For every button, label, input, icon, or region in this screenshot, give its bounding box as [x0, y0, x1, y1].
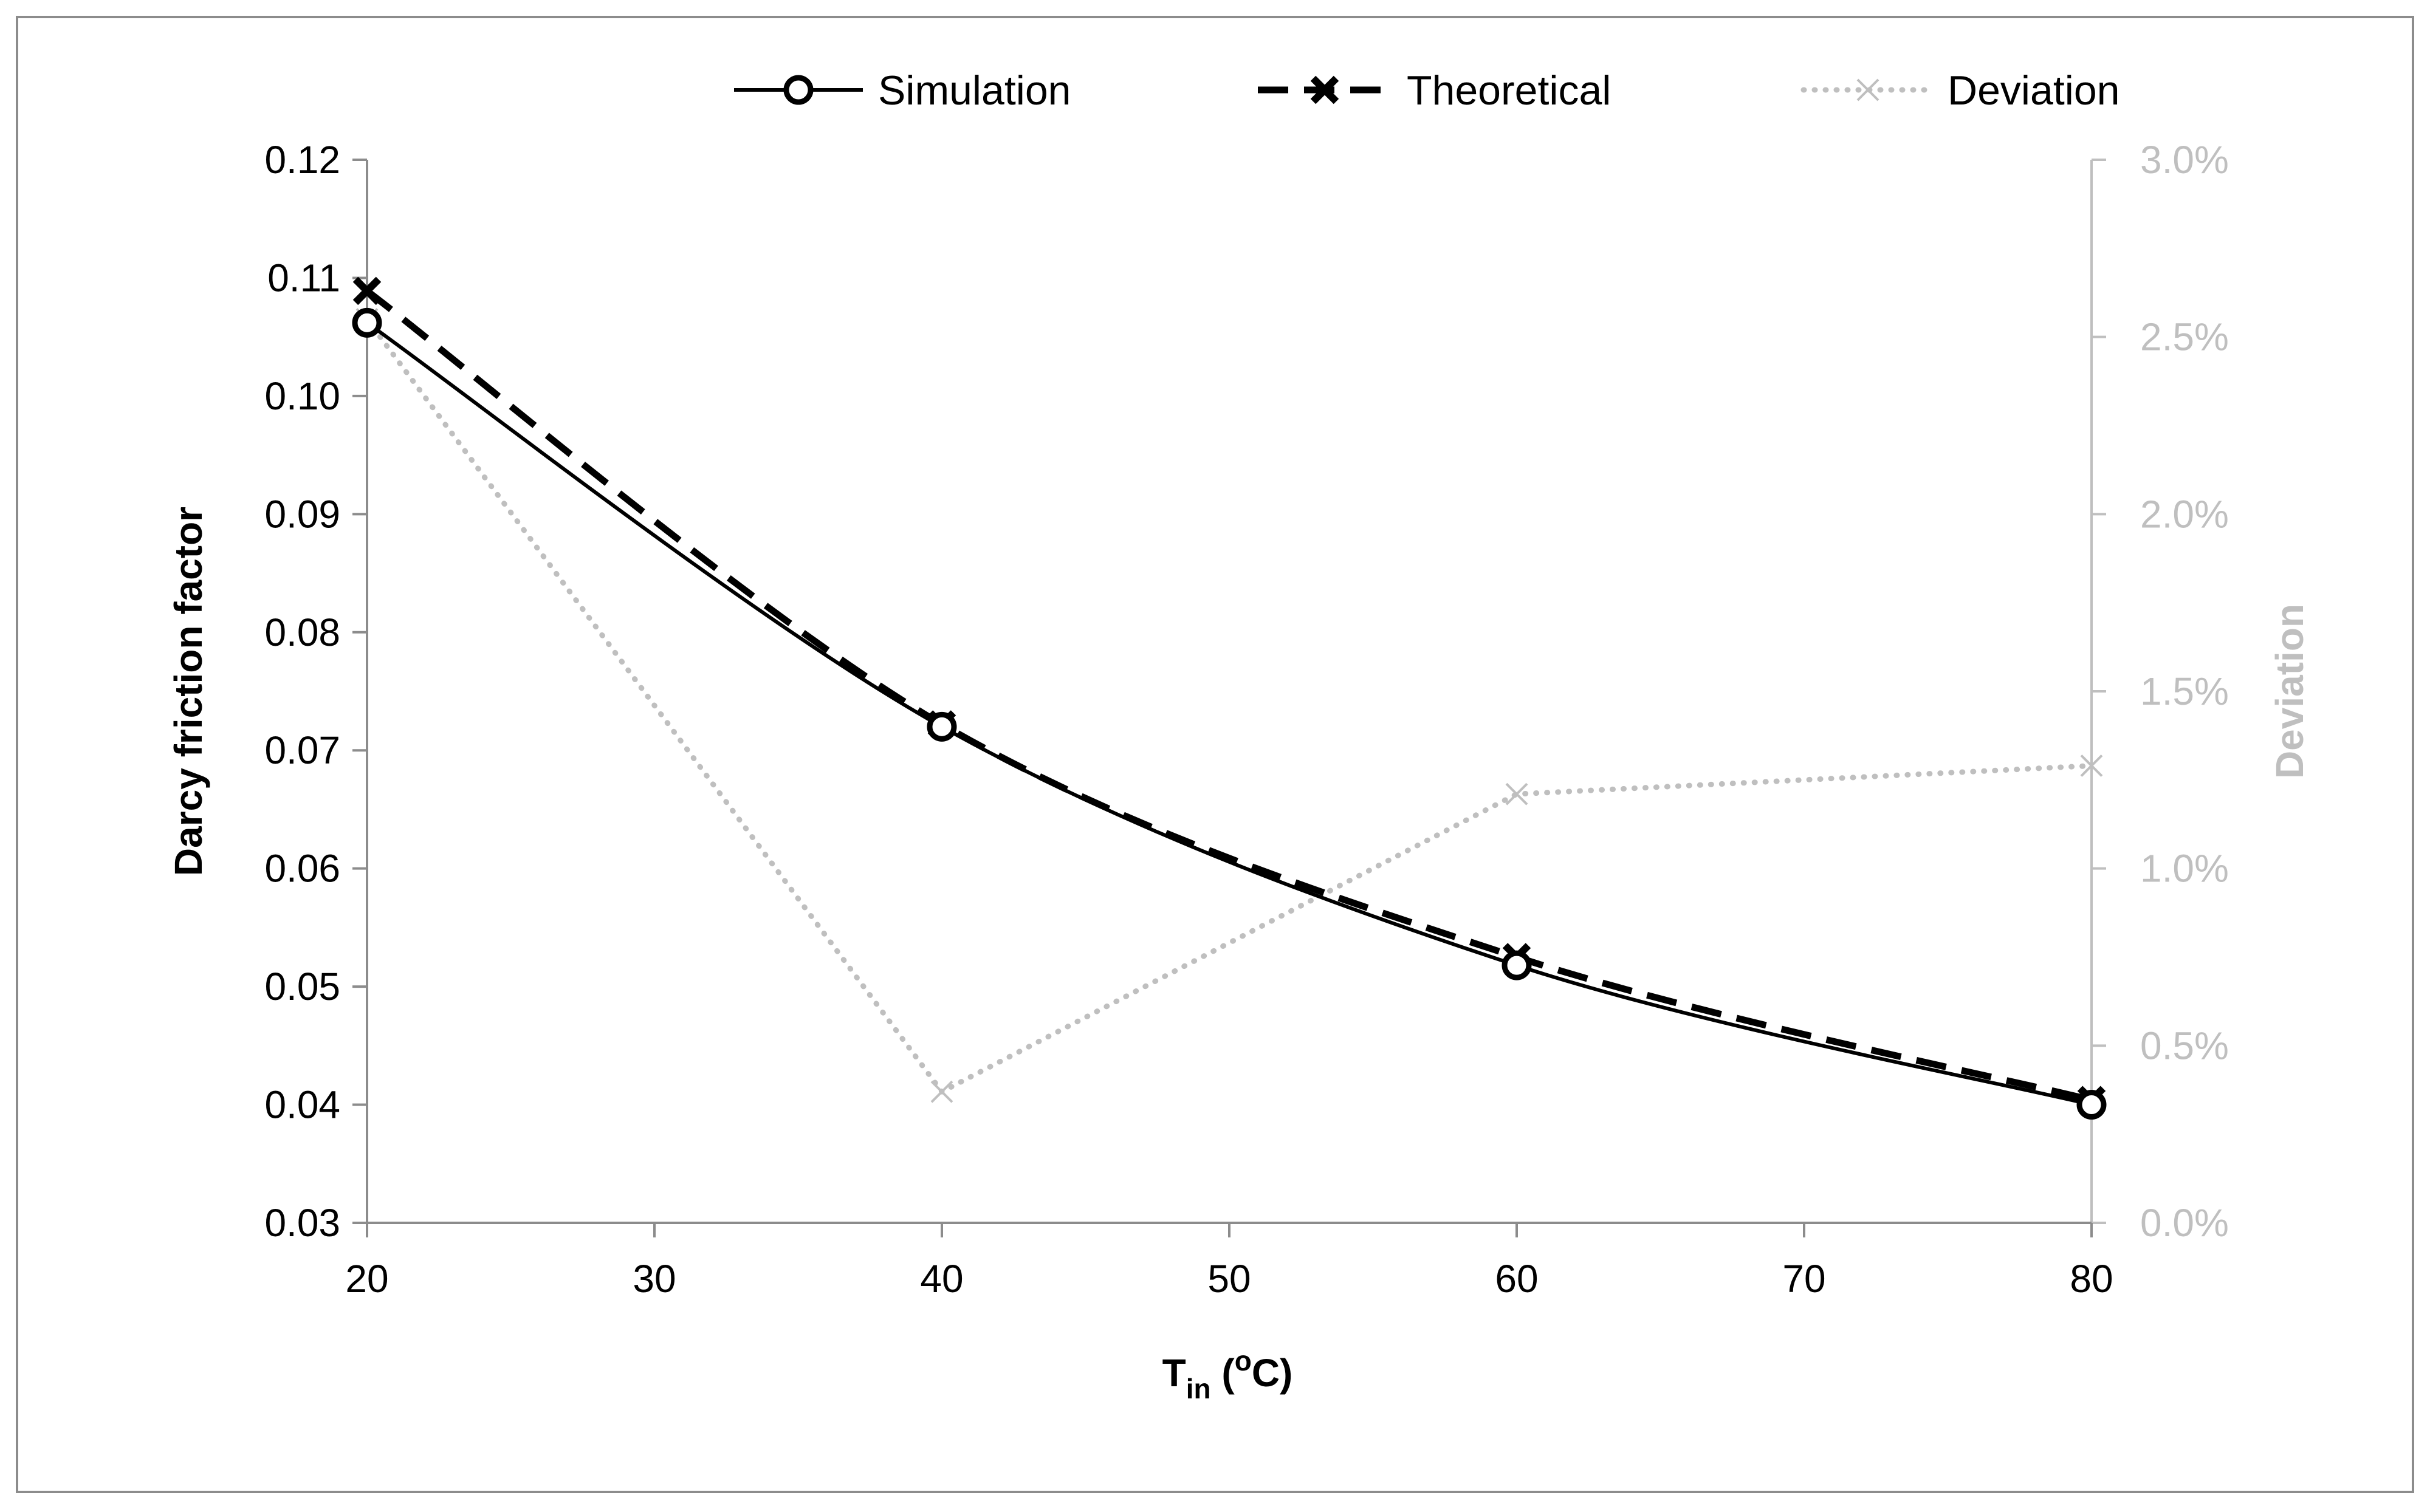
x-tick-label: 70 — [1782, 1257, 1825, 1301]
legend-swatch-marker-deviation — [1856, 78, 1879, 101]
y-tick-label: 0.04 — [264, 1083, 340, 1127]
y2-tick-label: 2.5% — [2140, 315, 2229, 359]
series-line-deviation — [364, 316, 2095, 1095]
y2-tick-label: 3.0% — [2140, 138, 2229, 182]
data-point-theoretical-0-stroke-b — [352, 276, 382, 306]
data-point-deviation-1 — [930, 1080, 953, 1103]
legend-item-simulation: Simulation — [734, 67, 1071, 114]
y-tick-label: 0.03 — [264, 1201, 340, 1245]
x-tick-label: 60 — [1495, 1257, 1538, 1301]
legend-label-simulation: Simulation — [878, 67, 1071, 114]
data-point-deviation-3 — [2080, 754, 2103, 777]
y-tick-label: 0.12 — [264, 138, 340, 182]
legend-swatch-marker-deviation-stroke-b — [1856, 78, 1879, 101]
x-axis-title: Tin (oC) — [1162, 1345, 1293, 1404]
data-point-deviation-3-stroke-b — [2080, 754, 2103, 777]
y2-tick-label: 0.5% — [2140, 1024, 2229, 1067]
x-axis-title-sup: o — [1235, 1345, 1252, 1377]
chart-border — [16, 16, 2414, 1493]
data-point-simulation-1 — [927, 711, 957, 742]
legend-label-deviation: Deviation — [1948, 67, 2120, 114]
axes: 0.03 0.04 0.05 0.06 0.07 0.08 0.09 0.10 0.11 0.12… — [166, 138, 2312, 1404]
series-line-simulation — [366, 321, 2092, 1107]
x-axis-title-unit-close: C) — [1252, 1351, 1293, 1395]
series-simulation — [352, 307, 2107, 1120]
y2-tick-label: 1.5% — [2140, 669, 2229, 713]
y-tick-label: 0.10 — [264, 374, 340, 418]
x-tick-label: 80 — [2070, 1257, 2113, 1301]
data-point-deviation-1-stroke-b — [930, 1080, 953, 1103]
legend-swatch-marker-theoretical-stroke-b — [1310, 75, 1339, 104]
y-axis-title: Darcy friction factor — [166, 507, 210, 876]
x-tick-label: 40 — [920, 1257, 963, 1301]
legend-item-theoretical: Theoretical — [1258, 67, 1611, 114]
y2-tick-label: 0.0% — [2140, 1201, 2229, 1245]
data-point-deviation-2-stroke-b — [1505, 782, 1528, 806]
y-tick-label: 0.08 — [264, 611, 340, 654]
x-tick-label: 20 — [345, 1257, 388, 1301]
x-axis-title-unit-open: ( — [1211, 1351, 1235, 1395]
x-axis-title-main: T — [1162, 1351, 1186, 1395]
legend-item-deviation: Deviation — [1800, 67, 2120, 114]
y2-tick-label: 1.0% — [2140, 847, 2229, 891]
legend-swatch-marker-simulation — [783, 75, 814, 105]
legend-swatch-marker-theoretical — [1310, 75, 1339, 104]
series-line-theoretical — [365, 288, 2093, 1104]
data-point-simulation-2 — [1502, 950, 1532, 980]
y-tick-label: 0.11 — [267, 256, 340, 299]
x-tick-label: 30 — [633, 1257, 676, 1301]
y2-tick-label: 2.0% — [2140, 492, 2229, 536]
data-point-simulation-0 — [352, 307, 382, 338]
x-tick-label: 50 — [1207, 1257, 1251, 1301]
y-tick-label: 0.07 — [264, 728, 340, 772]
series-layer — [352, 276, 2107, 1120]
y-tick-label: 0.09 — [264, 492, 340, 536]
y-tick-label: 0.05 — [264, 965, 340, 1008]
legend-label-theoretical: Theoretical — [1407, 67, 1611, 114]
y-tick-label: 0.06 — [264, 847, 340, 891]
legend: Simulation Theoretical Deviation — [734, 67, 2120, 114]
data-point-simulation-3 — [2076, 1090, 2107, 1120]
y2-axis-title: Deviation — [2268, 604, 2312, 779]
data-point-theoretical-0 — [352, 276, 382, 306]
x-axis-title-sub: in — [1186, 1373, 1211, 1404]
data-point-deviation-2 — [1505, 782, 1528, 806]
